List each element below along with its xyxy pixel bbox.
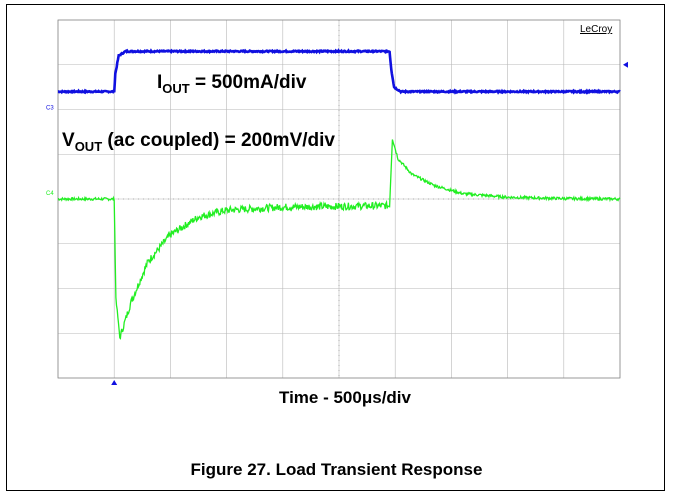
- iout-main: I: [157, 72, 163, 93]
- vout-main: V: [62, 130, 75, 151]
- figure-frame: [6, 4, 665, 491]
- brand-label: LeCroy: [580, 24, 613, 35]
- time-scale-label: Time - 500μs/div: [279, 388, 411, 407]
- iout-scale-label: IOUT = 500mA/div: [157, 72, 306, 96]
- trigger-level-marker: [623, 61, 628, 68]
- trace-c4: [57, 139, 621, 340]
- c3-channel-label: C3: [46, 106, 54, 112]
- vout-subscript: OUT: [74, 138, 103, 154]
- trigger-position-marker: [111, 380, 118, 385]
- figure-caption: Figure 27. Load Transient Response: [190, 460, 483, 479]
- vout-rest: (ac coupled) = 200mV/div: [102, 130, 335, 151]
- trace-c3: [57, 48, 621, 95]
- iout-subscript: OUT: [162, 80, 190, 96]
- iout-rest: = 500mA/div: [189, 72, 307, 93]
- c4-channel-label: C4: [46, 191, 54, 197]
- vout-scale-label: VOUT (ac coupled) = 200mV/div: [62, 130, 335, 154]
